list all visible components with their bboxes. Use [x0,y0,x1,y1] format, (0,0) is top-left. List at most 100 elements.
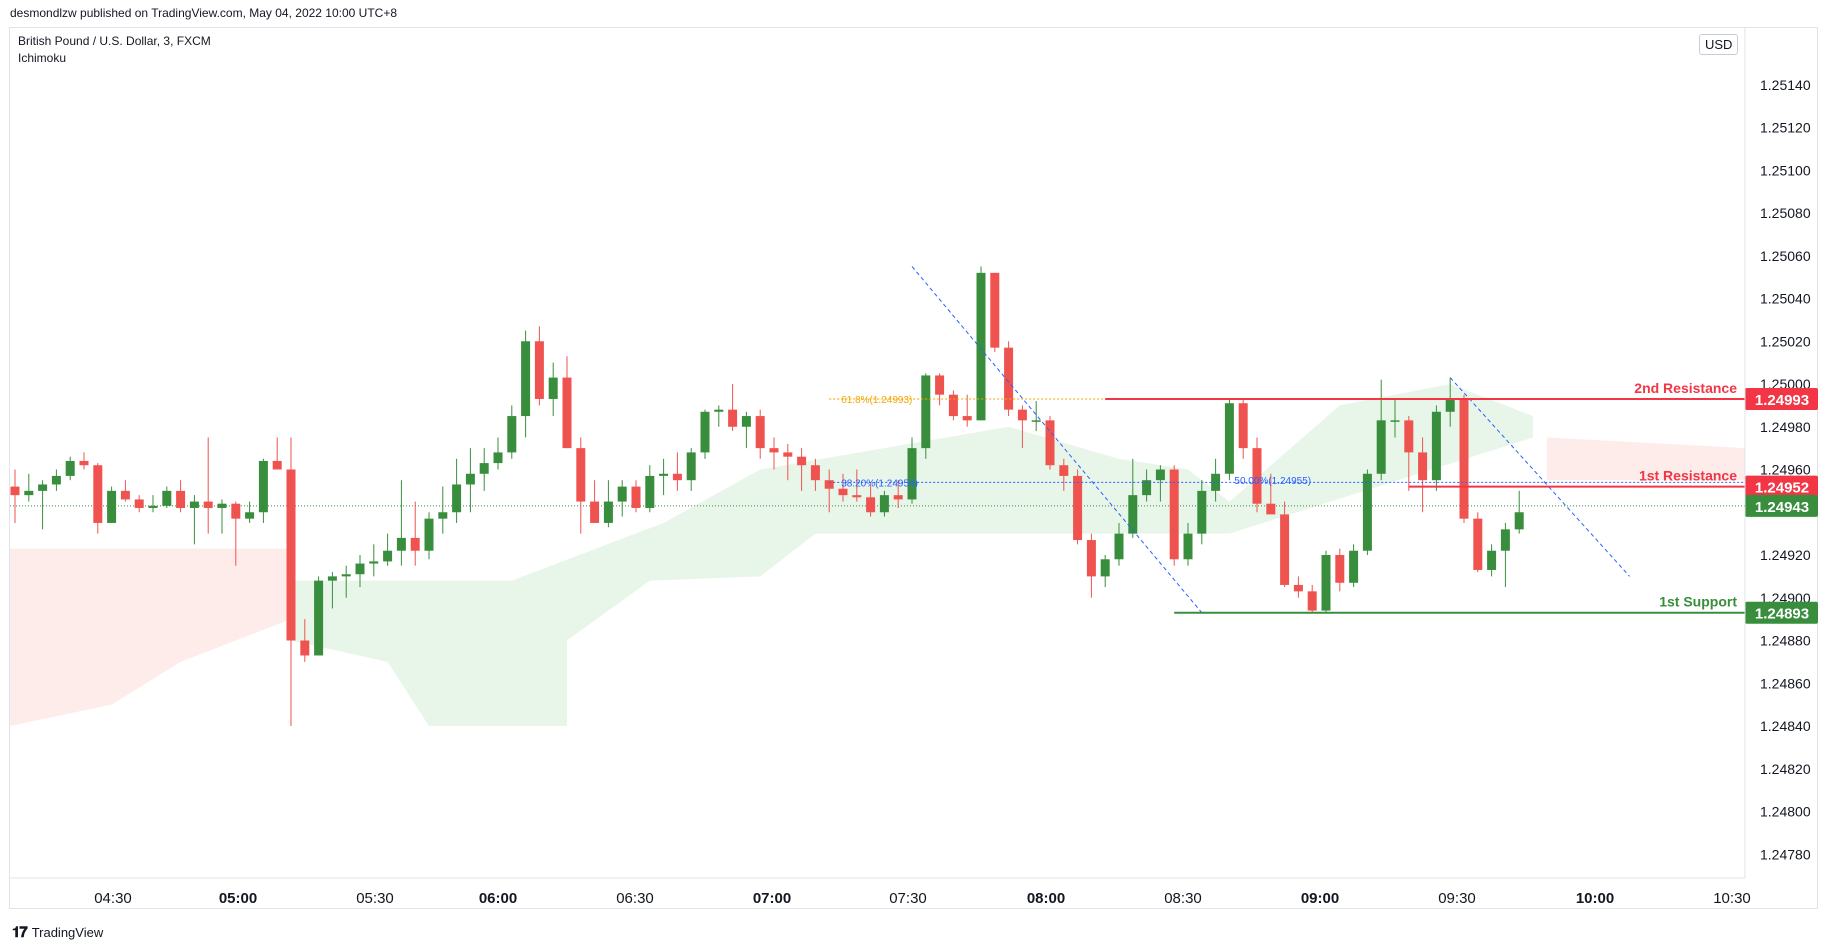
candle-body[interactable] [1390,420,1400,422]
candle-body[interactable] [548,377,558,399]
candle-body[interactable] [1349,550,1359,583]
candle-body[interactable] [383,550,393,562]
candle-body[interactable] [1252,448,1262,504]
candle-body[interactable] [1128,495,1138,534]
candle-body[interactable] [1376,420,1386,474]
candle-body[interactable] [107,490,117,523]
candle-body[interactable] [1307,591,1317,611]
candle-body[interactable] [258,460,268,513]
candle-body[interactable] [810,465,820,481]
candle-body[interactable] [1142,480,1152,496]
candle-body[interactable] [507,416,517,453]
candle-body[interactable] [1183,533,1193,560]
candle-body[interactable] [659,473,669,476]
candle-body[interactable] [990,272,1000,348]
candle-body[interactable] [1224,403,1234,474]
candle-body[interactable] [1017,409,1027,421]
indicator-label[interactable]: Ichimoku [18,51,67,65]
candle-body[interactable] [1335,555,1345,583]
candle-body[interactable] [65,460,75,476]
candle-body[interactable] [1059,465,1069,476]
candle-body[interactable] [1431,411,1441,481]
candle-body[interactable] [176,490,186,508]
candle-body[interactable] [1487,550,1497,570]
candle-body[interactable] [148,505,158,508]
candle-body[interactable] [1362,473,1372,551]
candle-body[interactable] [686,452,696,481]
candle-body[interactable] [1473,518,1483,570]
candle-body[interactable] [921,375,931,449]
candle-body[interactable] [700,411,710,453]
candle-body[interactable] [217,503,227,508]
candle-body[interactable] [286,469,296,641]
candle-body[interactable] [962,416,972,421]
candle-body[interactable] [1418,452,1428,481]
candle-body[interactable] [521,341,531,417]
candle-body[interactable] [1238,403,1248,449]
candle-body[interactable] [189,501,199,508]
footer-brand[interactable]: 𝟏𝟕 TradingView [12,924,103,941]
candle-body[interactable] [1459,398,1469,519]
support-1-tag[interactable] [1745,601,1818,624]
candle-body[interactable] [769,448,779,453]
candle-body[interactable] [1211,473,1221,491]
candle-body[interactable] [714,409,724,412]
candle-body[interactable] [93,465,103,523]
candle-body[interactable] [576,448,586,502]
candle-body[interactable] [24,490,34,496]
candle-body[interactable] [341,574,351,577]
candle-body[interactable] [1404,420,1414,453]
candle-body[interactable] [162,490,172,506]
candle-body[interactable] [590,501,600,523]
candle-body[interactable] [1280,514,1290,585]
candle-body[interactable] [893,495,903,500]
candle-body[interactable] [1321,555,1331,611]
candle-body[interactable] [1155,469,1165,481]
currency-badge[interactable]: USD [1699,34,1739,55]
candle-body[interactable] [672,473,682,481]
candle-body[interactable] [327,576,337,581]
candle-body[interactable] [369,561,379,564]
candle-body[interactable] [231,503,241,519]
candle-body[interactable] [493,452,503,464]
candle-body[interactable] [907,448,917,500]
candle-body[interactable] [410,537,420,551]
candle-body[interactable] [603,501,613,523]
candle-body[interactable] [1031,420,1041,422]
candle-body[interactable] [452,484,462,513]
candle-body[interactable] [948,394,958,417]
candle-body[interactable] [1004,347,1014,410]
candle-body[interactable] [755,416,765,449]
candle-body[interactable] [300,640,310,656]
candle-body[interactable] [935,375,945,395]
candle-body[interactable] [1169,469,1179,560]
candle-body[interactable] [838,488,848,496]
candle-body[interactable] [728,409,738,427]
candle-body[interactable] [479,463,489,474]
candle-body[interactable] [797,456,807,466]
current-price-tag[interactable] [1745,494,1818,517]
candle-body[interactable] [203,501,213,508]
candle-body[interactable] [1045,420,1055,466]
candle-body[interactable] [1266,503,1276,515]
candle-body[interactable] [879,495,889,513]
candle-body[interactable] [1086,540,1096,577]
candle-body[interactable] [1114,533,1124,560]
candle-body[interactable] [79,460,89,466]
symbol-label[interactable]: British Pound / U.S. Dollar, 3, FXCM [18,34,211,48]
candle-body[interactable] [976,272,986,421]
candle-body[interactable] [10,486,20,496]
candle-body[interactable] [852,495,862,498]
candle-body[interactable] [562,377,572,449]
candle-body[interactable] [1197,490,1207,534]
candle-body[interactable] [245,512,255,519]
candle-body[interactable] [314,580,324,656]
candle-body[interactable] [134,499,144,508]
resistance-2-tag[interactable] [1745,387,1818,410]
candle-body[interactable] [1293,584,1303,592]
candle-body[interactable] [355,563,365,575]
candle-body[interactable] [645,475,655,508]
candle-body[interactable] [438,512,448,519]
candle-body[interactable] [1445,398,1455,412]
